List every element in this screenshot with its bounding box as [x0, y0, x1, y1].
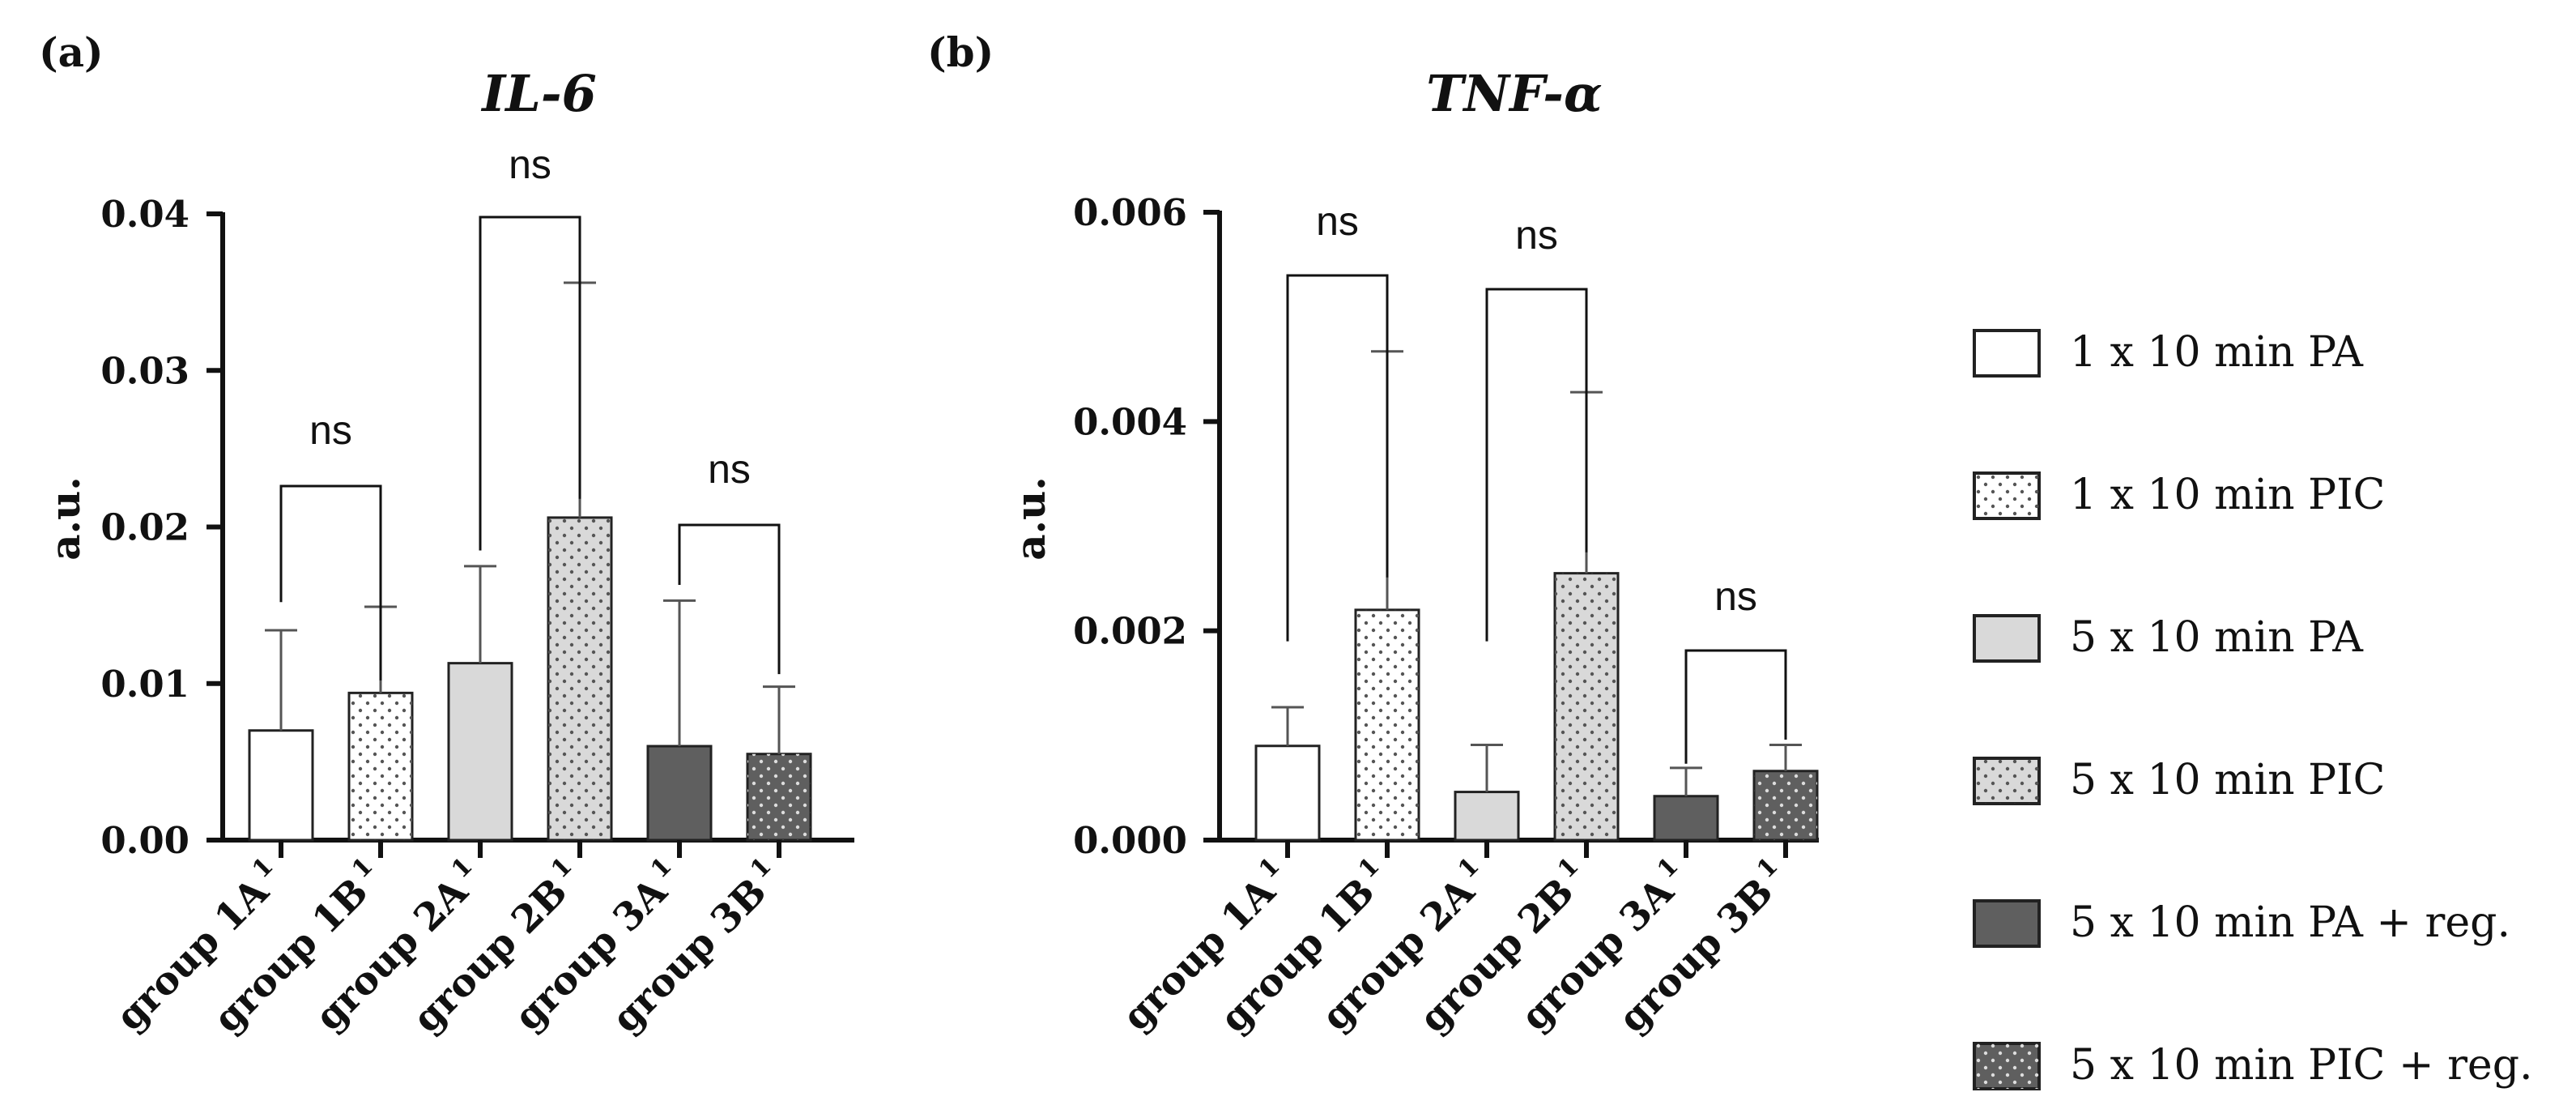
legend: 1 x 10 min PA 1 x 10 min PIC 5 x 10 min PA… [1973, 328, 2533, 1090]
legend-label-1: 1 x 10 min PA [2070, 328, 2364, 377]
significance-bracket-tnf-1 [1286, 274, 1389, 642]
bar-pattern-il6-6 [747, 753, 811, 840]
bar-tnf-3 [1454, 791, 1520, 842]
bar-pattern-tnf-4 [1555, 573, 1618, 840]
y-tick-label-tnf: 0.006 [1073, 191, 1187, 234]
bar-pattern-il6-4 [548, 517, 611, 840]
significance-bracket-il6-3 [678, 523, 781, 675]
legend-label-3: 5 x 10 min PA [2070, 613, 2364, 662]
legend-swatch-pattern-6 [1974, 1043, 2039, 1089]
bar-tnf-1 [1254, 744, 1321, 842]
legend-swatch-1 [1973, 329, 2041, 378]
bar-pattern-tnf-6 [1754, 770, 1817, 840]
panel-label-a: (a) [39, 28, 104, 76]
legend-label-5: 5 x 10 min PA + reg. [2070, 898, 2510, 947]
legend-swatch-pattern-2 [1974, 473, 2039, 518]
y-tick-label-tnf: 0.004 [1073, 400, 1187, 443]
bar-pattern-tnf-2 [1356, 609, 1419, 840]
bar-il6-5 [646, 744, 713, 842]
bar-il6-1 [248, 729, 314, 842]
y-tick-label-il6: 0.01 [100, 663, 189, 706]
panel-label-b: (b) [927, 28, 994, 76]
legend-label-6: 5 x 10 min PIC + reg. [2070, 1041, 2533, 1090]
chart-panel-tnf: (b) TNF-α a.u. 0.0000.0020.0040.006group… [927, 28, 1819, 1042]
legend-swatch-3 [1973, 614, 2041, 663]
chart-title-il6: IL-6 [480, 64, 596, 123]
bar-tnf-5 [1653, 795, 1719, 842]
legend-label-4: 5 x 10 min PIC [2070, 756, 2385, 804]
y-axis-label-tnf: a.u. [1007, 476, 1054, 561]
bar-pattern-il6-2 [349, 693, 412, 840]
significance-bracket-tnf-2 [1485, 288, 1588, 642]
y-tick-label-il6: 0.04 [100, 193, 189, 236]
chart-title-tnf: TNF-α [1426, 64, 1602, 123]
chart-panel-il6: (a) IL-6 a.u. 0.000.010.020.030.04group … [39, 28, 854, 1042]
significance-label-tnf-3: ns [1714, 574, 1757, 619]
y-tick-label-il6: 0.03 [100, 349, 189, 392]
significance-label-il6-1: ns [309, 407, 352, 453]
significance-bracket-il6-1 [279, 484, 382, 680]
legend-swatch-pattern-4 [1974, 758, 2039, 804]
significance-bracket-tnf-3 [1684, 649, 1787, 764]
y-tick-label-il6: 0.02 [100, 506, 189, 549]
y-axis-label-il6: a.u. [41, 476, 89, 561]
y-tick-label-tnf: 0.000 [1073, 819, 1187, 862]
significance-bracket-il6-2 [479, 215, 581, 551]
y-tick-label-tnf: 0.002 [1073, 610, 1187, 653]
legend-swatch-5 [1973, 899, 2041, 948]
y-tick-label-il6: 0.00 [100, 819, 189, 862]
significance-label-tnf-2: ns [1515, 212, 1558, 258]
significance-label-il6-2: ns [509, 142, 551, 187]
significance-label-tnf-1: ns [1316, 198, 1359, 244]
legend-label-2: 1 x 10 min PIC [2070, 471, 2385, 519]
bar-il6-3 [447, 662, 513, 842]
significance-label-il6-3: ns [708, 446, 751, 492]
